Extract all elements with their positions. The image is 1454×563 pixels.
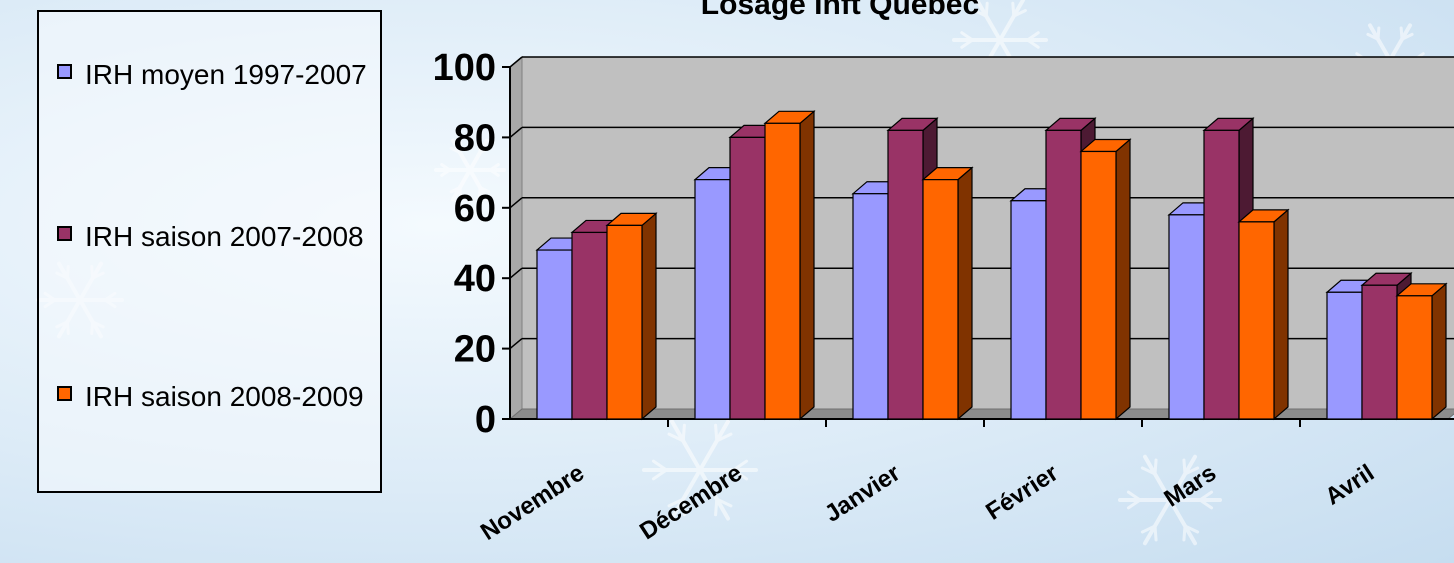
legend-swatch-irh-2008-2009: [57, 386, 72, 401]
snowflake-icon: [642, 419, 758, 521]
chart-side-wall: [509, 55, 523, 421]
legend-swatch-irh-2007-2008: [57, 226, 72, 241]
legend-swatch-irh-moyen: [57, 64, 72, 79]
legend-label-irh-moyen: IRH moyen 1997-2007: [85, 59, 367, 90]
bar-décembre-series-3: [763, 110, 816, 421]
bar-avril-series-3: [1395, 282, 1448, 421]
legend-label-irh-2008-2009: IRH saison 2008-2009: [85, 381, 364, 412]
y-tick-label: 0: [475, 399, 496, 441]
bar-novembre-series-3: [605, 212, 658, 421]
chart-back-wall: [521, 56, 1454, 410]
gridline-side: [509, 197, 523, 209]
snowflake-icon: [434, 138, 506, 202]
bar-mars-series-3: [1237, 208, 1290, 421]
x-tick-label: Novembre: [476, 459, 589, 546]
y-tick-label: 100: [433, 47, 496, 89]
x-tick-label: Avril: [1320, 459, 1379, 510]
snowflake-icon: [1118, 454, 1222, 546]
gridline-side: [509, 267, 523, 279]
y-tick-label: 20: [454, 329, 496, 371]
y-tick-label: 40: [454, 258, 496, 300]
gridline-side: [509, 56, 523, 68]
bar-février-series-3: [1079, 138, 1132, 421]
x-tick-label: Mars: [1159, 459, 1221, 512]
y-tick-label: 60: [454, 188, 496, 230]
legend: IRH moyen 1997-2007 IRH saison 2007-2008…: [37, 10, 382, 493]
legend-label-irh-2007-2008: IRH saison 2007-2008: [85, 221, 364, 252]
x-tick-label: Février: [981, 459, 1063, 525]
gridline-side: [509, 338, 523, 350]
bar-janvier-series-3: [921, 166, 974, 421]
x-tick-label: Décembre: [635, 459, 747, 545]
gridline-side: [509, 126, 523, 138]
y-tick-label: 80: [454, 117, 496, 159]
chart-title: Losage Inft Québec: [700, 0, 980, 21]
x-tick-label: Janvier: [820, 459, 905, 527]
